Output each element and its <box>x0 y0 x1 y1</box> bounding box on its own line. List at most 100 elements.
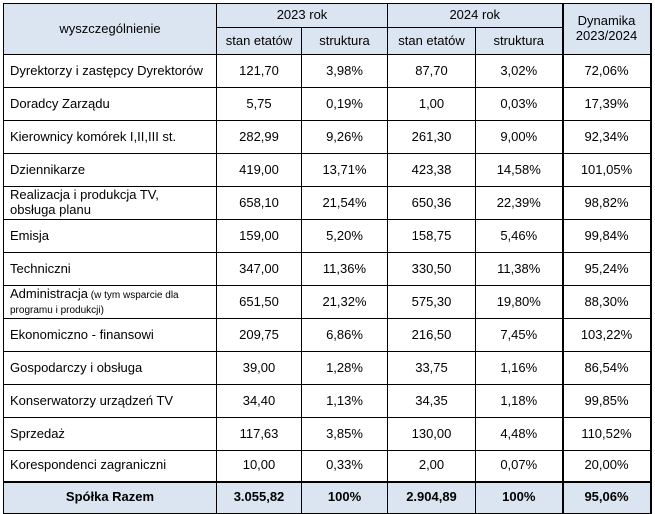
row-staff-2024: 423,38 <box>387 153 476 187</box>
row-category-label: Techniczni <box>10 260 71 276</box>
table-row: Emisja 159,00 5,20% 158,75 5,46% 99,84% <box>3 219 652 253</box>
row-structure-2024: 11,38% <box>475 252 563 286</box>
row-staff-2024: 330,50 <box>387 252 476 286</box>
row-staff-2023: 282,99 <box>216 120 302 154</box>
row-structure-2023: 3,98% <box>301 54 388 88</box>
row-staff-2023: 209,75 <box>216 318 302 352</box>
table-row: Kierownicy komórek I,II,III st. 282,99 9,2… <box>3 120 652 154</box>
row-staff-2024: 261,30 <box>387 120 476 154</box>
row-dynamics: 20,00% <box>561 450 652 483</box>
row-structure-2024: 0,07% <box>475 450 563 482</box>
row-staff-2023: 117,63 <box>216 417 302 451</box>
row-category-label: Dziennikarze <box>10 161 86 177</box>
row-staff-2023: 347,00 <box>216 252 302 286</box>
row-structure-2023: 6,86% <box>301 318 388 352</box>
row-dynamics: 92,34% <box>561 120 652 154</box>
row-structure-2024: 1,18% <box>475 384 563 418</box>
staffing-table: wyszczególnienie 2023 rok 2024 rok Dynam… <box>3 3 652 514</box>
row-dynamics: 95,24% <box>561 252 652 286</box>
table-row: Techniczni 347,00 11,36% 330,50 11,38% 95,24% <box>3 252 652 286</box>
row-staff-2023: 419,00 <box>216 153 302 187</box>
row-structure-2024: 9,00% <box>475 120 563 154</box>
total-staff-2023: 3.055,82 <box>216 480 302 514</box>
row-dynamics: 103,22% <box>561 318 652 352</box>
row-category: Techniczni <box>3 252 217 286</box>
row-staff-2024: 158,75 <box>387 219 476 253</box>
row-structure-2023: 5,20% <box>301 219 388 253</box>
row-category-label: Emisja <box>10 227 50 243</box>
row-staff-2023: 121,70 <box>216 54 302 88</box>
row-dynamics: 17,39% <box>561 87 652 121</box>
row-dynamics: 110,52% <box>561 417 652 451</box>
table-row: Dyrektorzy i zastępcy Dyrektorów 121,70 3,… <box>3 54 652 88</box>
row-category: Administracja (w tym wsparcie dla progra… <box>3 285 217 319</box>
row-staff-2024: 34,35 <box>387 384 476 418</box>
row-staff-2024: 575,30 <box>387 285 476 319</box>
row-staff-2023: 651,50 <box>216 285 302 319</box>
row-staff-2024: 33,75 <box>387 351 476 385</box>
row-dynamics: 88,30% <box>561 285 652 319</box>
row-structure-2024: 4,48% <box>475 417 563 451</box>
row-structure-2023: 21,54% <box>301 186 388 220</box>
table-row: Doradcy Zarządu 5,75 0,19% 1,00 0,03% 17,39% <box>3 87 652 121</box>
row-structure-2024: 7,45% <box>475 318 563 352</box>
table-row: Konserwatorzy urządzeń TV 34,40 1,13% 34,35… <box>3 384 652 418</box>
table-row: Administracja (w tym wsparcie dla progra… <box>3 285 652 319</box>
row-staff-2024: 130,00 <box>387 417 476 451</box>
header-staff-2024: stan etatów <box>387 27 476 55</box>
header-structure-2023: struktura <box>301 27 388 55</box>
table-row: Gospodarczy i obsługa 39,00 1,28% 33,75 1,16… <box>3 351 652 385</box>
row-structure-2023: 13,71% <box>301 153 388 187</box>
row-category: Ekonomiczno - finansowi <box>3 318 217 352</box>
total-row: Spółka Razem 3.055,82 100% 2.904,89 100%… <box>3 480 652 514</box>
row-category: Kierownicy komórek I,II,III st. <box>3 120 217 154</box>
table-row: Realizacja i produkcja TV, obsługa planu… <box>3 186 652 220</box>
row-category: Sprzedaż <box>3 417 217 451</box>
table-row: Korespondenci zagraniczni 10,00 0,33% 2,00 0… <box>3 450 652 483</box>
row-structure-2024: 14,58% <box>475 153 563 187</box>
row-category-label: Gospodarczy i obsługa <box>10 359 143 375</box>
total-structure-2023: 100% <box>301 480 388 514</box>
table-row: Dziennikarze 419,00 13,71% 423,38 14,58% 101,… <box>3 153 652 187</box>
row-category-label: Sprzedaż <box>10 425 65 441</box>
row-staff-2024: 1,00 <box>387 87 476 121</box>
row-category: Dyrektorzy i zastępcy Dyrektorów <box>3 54 217 88</box>
row-structure-2024: 5,46% <box>475 219 563 253</box>
row-staff-2024: 650,36 <box>387 186 476 220</box>
row-dynamics: 86,54% <box>561 351 652 385</box>
row-category-label: Kierownicy komórek I,II,III st. <box>10 128 177 144</box>
row-category: Korespondenci zagraniczni <box>3 450 217 482</box>
row-staff-2023: 10,00 <box>216 450 302 482</box>
row-staff-2023: 5,75 <box>216 87 302 121</box>
row-dynamics: 101,05% <box>561 153 652 187</box>
table-body: Dyrektorzy i zastępcy Dyrektorów 121,70 3,… <box>3 54 652 483</box>
total-structure-2024: 100% <box>475 480 563 514</box>
header-year-2023: 2023 rok <box>216 3 388 28</box>
row-category-label: Ekonomiczno - finansowi <box>10 326 154 342</box>
row-dynamics: 98,82% <box>561 186 652 220</box>
row-structure-2023: 0,19% <box>301 87 388 121</box>
row-structure-2023: 1,28% <box>301 351 388 385</box>
row-staff-2023: 658,10 <box>216 186 302 220</box>
row-category-label: Administracja <box>10 286 89 302</box>
row-structure-2023: 1,13% <box>301 384 388 418</box>
row-category: Realizacja i produkcja TV, obsługa planu <box>3 186 217 220</box>
row-category-label: Korespondenci zagraniczni <box>10 457 167 473</box>
header-dynamics: Dynamika 2023/2024 <box>561 3 652 55</box>
total-dynamics: 95,06% <box>561 480 652 514</box>
header-year-2024: 2024 rok <box>387 3 563 28</box>
row-staff-2023: 159,00 <box>216 219 302 253</box>
row-structure-2023: 3,85% <box>301 417 388 451</box>
row-structure-2023: 21,32% <box>301 285 388 319</box>
row-dynamics: 99,85% <box>561 384 652 418</box>
row-structure-2024: 22,39% <box>475 186 563 220</box>
row-dynamics: 72,06% <box>561 54 652 88</box>
row-category: Doradcy Zarządu <box>3 87 217 121</box>
header-category: wyszczególnienie <box>3 3 217 55</box>
staffing-table-container: wyszczególnienie 2023 rok 2024 rok Dynam… <box>3 3 652 514</box>
row-staff-2024: 2,00 <box>387 450 476 482</box>
row-structure-2023: 9,26% <box>301 120 388 154</box>
row-category-label: Realizacja i produkcja TV, obsługa planu <box>10 187 159 217</box>
header-structure-2024: struktura <box>475 27 563 55</box>
row-category-label: Konserwatorzy urządzeń TV <box>10 392 174 408</box>
